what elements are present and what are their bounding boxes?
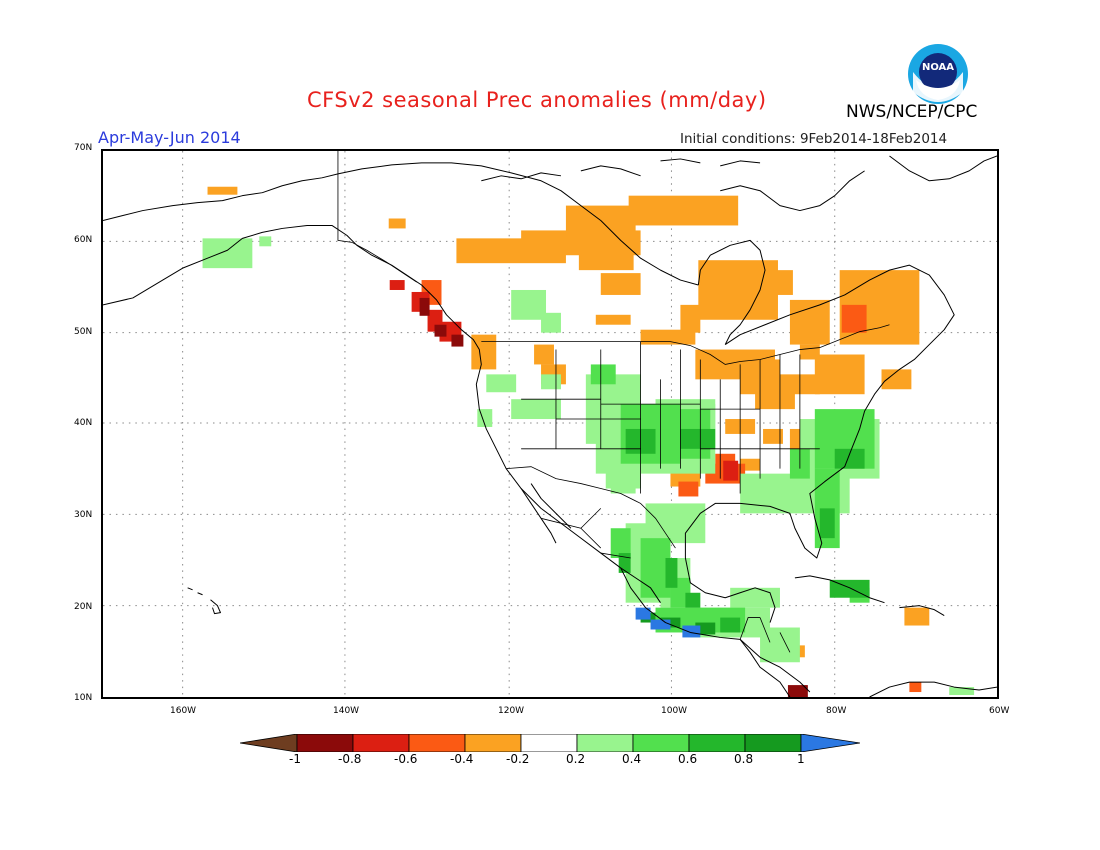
initial-conditions: Initial conditions: 9Feb2014-18Feb2014 — [680, 131, 948, 147]
lon-label-80w: 80W — [826, 706, 847, 716]
colorbar-bin-3 — [464, 734, 522, 752]
colorbar-over-arrow — [800, 734, 860, 752]
chart-title: CFSv2 seasonal Prec anomalies (mm/day) — [307, 88, 767, 112]
cuba — [794, 575, 885, 604]
mexico-states — [540, 508, 631, 559]
colorbar-label: 0.8 — [734, 752, 754, 766]
lon-label-60w: 60W — [989, 706, 1010, 716]
gulf-coast — [620, 567, 661, 603]
noaa-logo: NOAA — [908, 44, 968, 104]
baffin-island — [720, 170, 865, 212]
hispaniola — [899, 605, 945, 617]
lon-label-140w: 140W — [333, 706, 360, 716]
colorbar-label: -0.6 — [394, 752, 418, 766]
greenland — [889, 155, 997, 182]
colorbar-bin-4 — [520, 734, 578, 752]
noaa-logo-text: NOAA — [922, 62, 954, 73]
lon-label-160w: 160W — [170, 706, 197, 716]
colorbar-label: 1 — [797, 752, 805, 766]
coastlines — [103, 155, 997, 697]
us-mexico-border — [506, 466, 676, 549]
alaska-canada-border — [337, 151, 417, 283]
colorbar-bin-0 — [296, 734, 354, 752]
agency-label: NWS/NCEP/CPC — [846, 102, 978, 122]
colorbar-label: 0.4 — [622, 752, 642, 766]
lat-label-20n: 20N — [74, 602, 93, 612]
colorbar — [240, 734, 860, 752]
colorbar-bin-7 — [688, 734, 746, 752]
lat-label-70n: 70N — [74, 143, 93, 153]
baja-california — [520, 483, 572, 544]
colorbar-bin-8 — [744, 734, 802, 752]
hawaii — [187, 587, 221, 615]
colorbar-label: -0.8 — [338, 752, 362, 766]
alaska-coast — [103, 224, 791, 697]
very-dry-cells — [419, 297, 808, 697]
colorbar-label: 0.2 — [566, 752, 586, 766]
colorbar-bin-6 — [632, 734, 690, 752]
colorbar-bin-5 — [576, 734, 634, 752]
state-lines — [521, 341, 820, 494]
arctic-coast — [337, 162, 699, 286]
anomaly-map — [101, 149, 999, 699]
hudson-bay — [697, 239, 766, 345]
colorbar-under-arrow — [240, 734, 298, 752]
lat-label-10n: 10N — [74, 693, 93, 703]
colorbar-label: 0.6 — [678, 752, 698, 766]
alaska-north — [103, 173, 339, 221]
lat-label-60n: 60N — [74, 235, 93, 245]
us-canada-border — [481, 324, 890, 365]
arctic-islands — [481, 158, 761, 182]
wet-strong-cells — [618, 428, 870, 633]
central-america — [739, 639, 811, 693]
lat-label-50n: 50N — [74, 327, 93, 337]
forecast-period: Apr-May-Jun 2014 — [98, 128, 241, 147]
borders — [337, 151, 890, 653]
lat-label-40n: 40N — [74, 418, 93, 428]
east-coast — [684, 264, 955, 623]
south-america — [869, 681, 997, 697]
colorbar-bin-2 — [408, 734, 466, 752]
colorbar-label: -0.4 — [450, 752, 474, 766]
colorbar-label: -1 — [289, 752, 301, 766]
lon-label-100w: 100W — [661, 706, 688, 716]
lon-label-120w: 120W — [498, 706, 525, 716]
wet-extreme-cells — [635, 607, 701, 638]
lat-label-30n: 30N — [74, 510, 93, 520]
colorbar-bin-1 — [352, 734, 410, 752]
colorbar-label: -0.2 — [506, 752, 530, 766]
central-america-borders — [739, 617, 791, 653]
